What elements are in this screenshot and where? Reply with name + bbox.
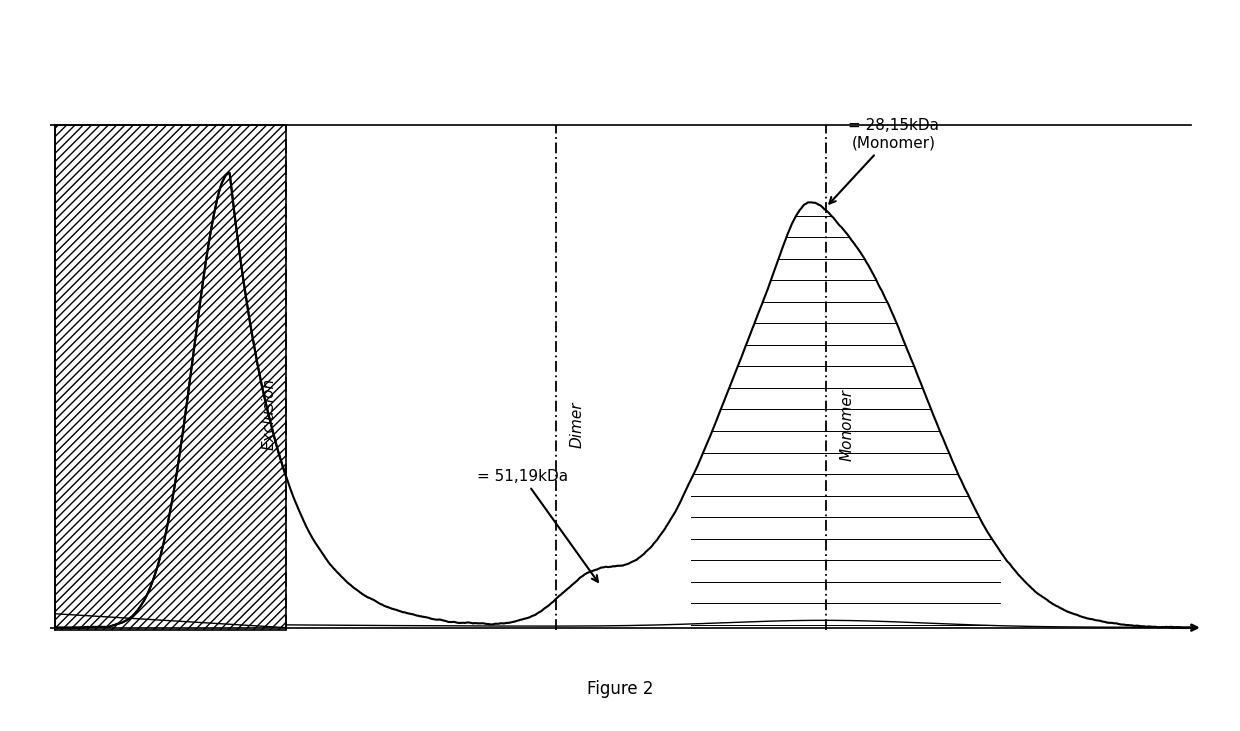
Text: = 28,15kDa
(Monomer): = 28,15kDa (Monomer) xyxy=(830,118,939,203)
Text: Dimer: Dimer xyxy=(569,402,584,448)
Text: Monomer: Monomer xyxy=(839,389,854,461)
Bar xyxy=(56,125,286,630)
Text: Figure 2: Figure 2 xyxy=(587,681,653,698)
Text: Exclusion: Exclusion xyxy=(262,378,277,450)
Text: = 51,19kDa: = 51,19kDa xyxy=(476,469,598,582)
